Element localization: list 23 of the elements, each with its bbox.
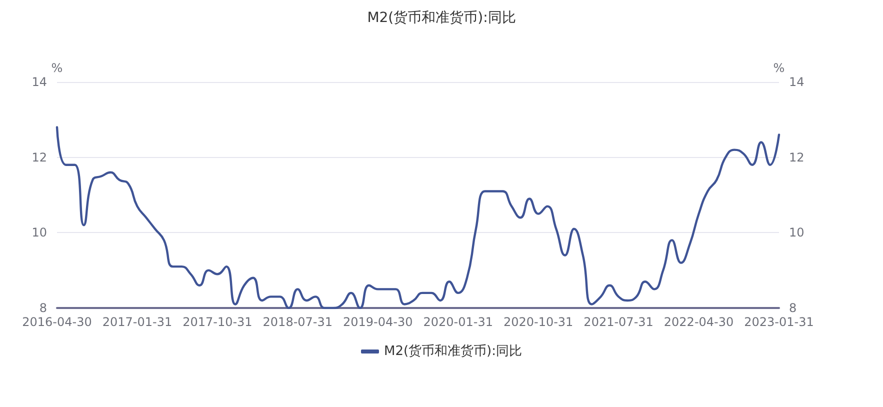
x-tick-label: 2021-07-31 <box>584 315 654 329</box>
y-tick-label: 8 <box>39 301 47 315</box>
y2-tick-label: 14 <box>789 75 804 89</box>
x-tick-label: 2017-01-31 <box>102 315 172 329</box>
line-series <box>56 126 780 310</box>
y2-tick-label: 8 <box>789 301 797 315</box>
x-tick-label: 2020-10-31 <box>503 315 574 329</box>
y-tick-label: 14 <box>32 75 47 89</box>
y2-tick-label: 10 <box>789 226 804 240</box>
x-tick-label: 2022-04-30 <box>664 315 734 329</box>
y2-axis-title: % <box>773 61 785 75</box>
y2-tick-label: 12 <box>789 150 804 164</box>
y-tick-label: 12 <box>32 150 47 164</box>
x-tick-label: 2023-01-31 <box>744 315 814 329</box>
x-tick-label: 2016-04-30 <box>22 315 92 329</box>
x-tick-label: 2018-07-31 <box>262 315 333 329</box>
chart-title: M2(货币和准货币):同比 <box>367 10 516 26</box>
x-tick-label: 2020-01-31 <box>423 315 493 329</box>
y-axis-title: % <box>51 61 63 75</box>
legend-label: M2(货币和准货币):同比 <box>384 344 522 359</box>
y-tick-label: 10 <box>32 226 47 240</box>
x-tick-label: 2017-10-31 <box>182 315 252 329</box>
x-tick-label: 2019-04-30 <box>343 315 413 329</box>
